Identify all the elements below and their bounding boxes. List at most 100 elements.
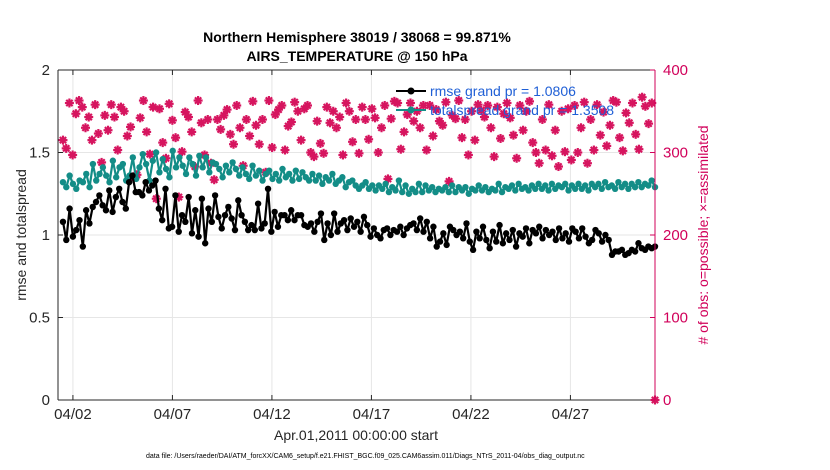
obs-count-point: [460, 115, 470, 124]
totalspread-point: [339, 174, 346, 181]
obs-count-point: [171, 133, 181, 143]
rmse-point: [225, 203, 232, 211]
rmse-point: [287, 207, 295, 214]
rmse-point: [251, 226, 259, 234]
obs-count-point: [290, 97, 300, 107]
obs-count-point: [428, 131, 438, 141]
obs-count-point: [303, 100, 313, 110]
obs-count-point: [618, 146, 628, 156]
totalspread-point: [103, 172, 110, 179]
rmse-point: [221, 212, 229, 219]
rmse-point: [188, 230, 196, 237]
totalspread-point: [166, 174, 173, 181]
totalspread-point: [512, 187, 519, 194]
rmse-point: [420, 228, 427, 235]
rmse-point: [595, 230, 602, 237]
rmse-point: [145, 187, 153, 194]
rmse-point: [575, 235, 583, 242]
obs-count-point: [100, 110, 110, 120]
axis-ticks: 04/02 04/07 04/12 04/17 04/22 04/2700.511.520…: [29, 62, 688, 423]
totalspread-point: [385, 188, 393, 196]
obs-count-point: [418, 100, 428, 110]
totalspread-point: [349, 177, 356, 184]
obs-count-point: [438, 120, 448, 130]
totalspread-point: [169, 147, 176, 155]
obs-count-point: [357, 102, 367, 112]
obs-count-point: [309, 152, 319, 162]
totalspread-point: [342, 183, 349, 191]
totalspread-point: [156, 169, 163, 176]
obs-count-point: [644, 119, 654, 129]
rmse-point: [291, 216, 298, 224]
obs-count-point: [566, 155, 576, 165]
totalspread-point: [289, 177, 296, 184]
rmse-point: [155, 205, 163, 212]
rmse-point: [416, 215, 424, 222]
obs-count-point: [547, 151, 557, 161]
obs-count-point: [599, 107, 609, 117]
rmse-point: [142, 179, 149, 186]
totalspread-point: [59, 179, 67, 186]
rmse-point: [450, 226, 457, 234]
obs-count-point: [344, 106, 354, 116]
obs-count-point: [541, 145, 551, 155]
totalspread-point: [99, 164, 107, 171]
totalspread-point: [162, 165, 170, 173]
rmse-point: [383, 225, 391, 232]
totalspread-point: [565, 187, 572, 194]
obs-count-point: [634, 144, 644, 154]
totalspread-point: [405, 190, 413, 197]
obs-count-point: [338, 150, 348, 160]
obs-count-point: [142, 127, 152, 137]
obs-count-point: [248, 96, 258, 106]
totalspread-point: [246, 175, 253, 183]
obs-count-point: [396, 144, 406, 154]
totalspread-point: [112, 174, 120, 181]
rmse-point: [496, 221, 503, 229]
obs-count-point: [534, 158, 544, 168]
rmse-point: [314, 218, 321, 225]
obs-count-point: [71, 109, 81, 119]
y-axis-label-right: # of obs: o=possible; ×=assimilated: [695, 125, 711, 344]
obs-count-point: [367, 104, 377, 114]
rmse-point: [102, 207, 110, 214]
y-tick-label-left: 0: [42, 392, 50, 409]
obs-count-point: [637, 92, 647, 102]
totalspread-point: [498, 188, 506, 196]
obs-count-point: [90, 100, 100, 110]
rmse-point: [347, 215, 354, 222]
totalspread-point: [532, 185, 539, 192]
y-tick-label-right: 200: [663, 227, 688, 244]
rmse-point: [215, 213, 222, 221]
x-tick-label: 04/22: [452, 406, 490, 423]
obs-count-point: [348, 137, 358, 147]
totalspread-point: [269, 175, 276, 183]
obs-count-point: [521, 106, 531, 116]
rmse-point: [208, 218, 216, 225]
rmse-point: [360, 213, 368, 221]
totalspread-point: [136, 164, 143, 171]
rmse-point: [509, 226, 516, 234]
obs-count-point: [415, 123, 425, 133]
x-tick-label: 04/02: [54, 406, 92, 423]
totalspread-point: [645, 182, 652, 189]
obs-count-point: [145, 149, 155, 159]
obs-count-point: [560, 147, 570, 157]
obs-count-point: [61, 143, 71, 153]
totalspread-point: [83, 170, 90, 178]
rmse-point: [582, 233, 589, 240]
rmse-point: [483, 236, 490, 244]
rmse-point: [334, 228, 341, 235]
obs-count-point: [457, 133, 467, 143]
obs-count-point: [122, 131, 132, 141]
rmse-point: [218, 225, 225, 232]
totalspread-point: [129, 154, 137, 161]
obs-count-point: [393, 98, 403, 108]
rmse-point: [588, 236, 596, 244]
obs-count-point: [422, 145, 432, 155]
rmse-point: [106, 187, 113, 194]
totalspread-point: [119, 160, 127, 168]
obs-count-point: [209, 175, 219, 185]
rmse-point: [459, 235, 467, 242]
totalspread-point: [79, 179, 87, 186]
